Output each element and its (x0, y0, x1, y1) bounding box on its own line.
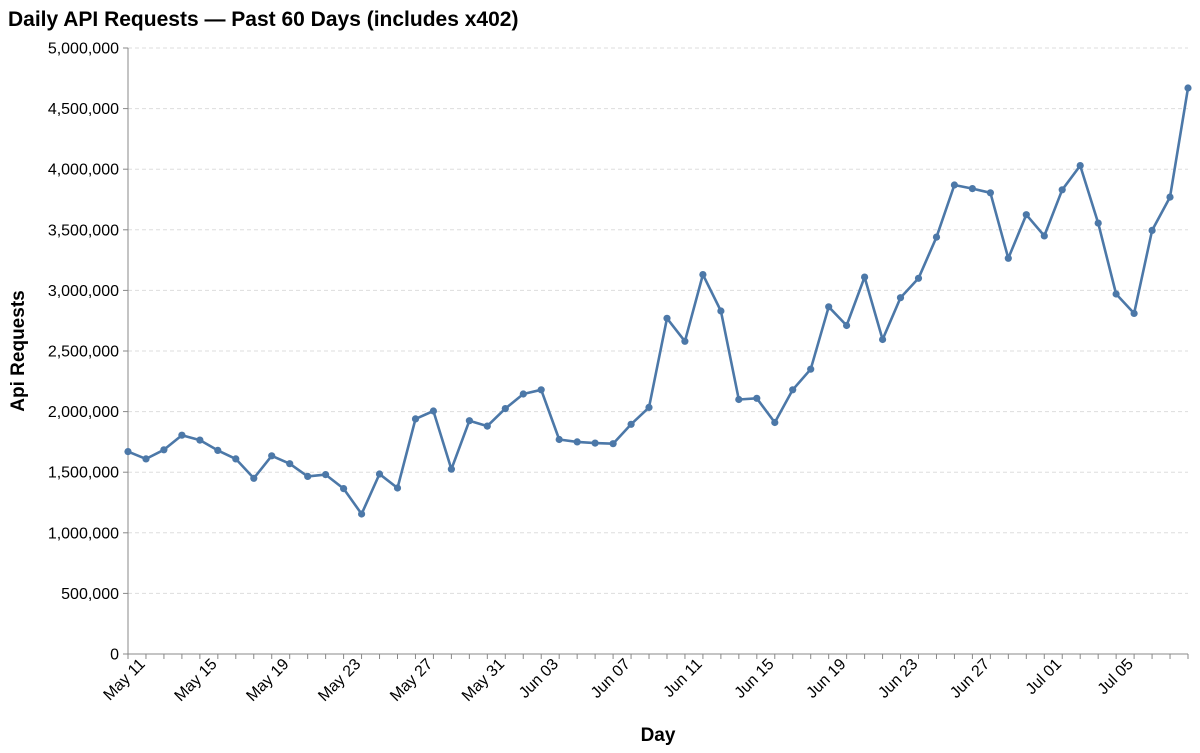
data-point (483, 422, 491, 430)
data-point (753, 394, 761, 402)
data-point (1094, 219, 1102, 227)
x-tick-label: Jun 15 (732, 656, 778, 702)
y-tick-label: 0 (110, 647, 119, 664)
x-tick-label: May 31 (459, 656, 508, 705)
data-point (663, 314, 671, 322)
x-axis-title: Day (641, 725, 676, 746)
data-point (160, 446, 168, 454)
data-point (411, 415, 420, 423)
x-tick-label: Jun 11 (661, 656, 706, 701)
data-point (447, 465, 455, 473)
data-point (932, 233, 941, 241)
data-point (591, 439, 599, 447)
x-tick-label: Jun 27 (947, 656, 993, 702)
data-point (914, 274, 923, 282)
y-tick-label: 3,500,000 (48, 222, 119, 239)
data-point (340, 485, 348, 493)
data-point (142, 455, 150, 463)
data-point (465, 417, 473, 425)
data-point (627, 420, 635, 428)
data-point (322, 471, 330, 479)
data-point (573, 438, 581, 446)
data-point (968, 185, 977, 193)
data-point (124, 448, 132, 456)
series-line (127, 87, 1190, 516)
data-point (717, 307, 725, 315)
x-tick-label: May 27 (387, 656, 436, 705)
y-tick-label: 4,500,000 (48, 101, 119, 118)
y-axis: 0 500,000 1,000,000 1,500,000 2,000,000 2,500… (48, 41, 129, 664)
y-tick-label: 4,000,000 (48, 162, 119, 179)
data-point (286, 460, 294, 468)
data-point (1022, 211, 1030, 219)
series-requests (124, 84, 1192, 518)
data-point (645, 403, 653, 411)
data-point (879, 335, 887, 344)
data-point (1058, 186, 1066, 194)
x-tick-label: Jul 05 (1095, 656, 1137, 698)
y-tick-label: 2,000,000 (48, 404, 119, 421)
x-tick-label: May 23 (315, 656, 364, 705)
data-point (735, 395, 743, 404)
x-axis: May 11 May 15 May 19 May 23 May 27 May 31 Jun … (101, 653, 1189, 705)
data-point (196, 436, 204, 444)
x-tick-label: May 11 (101, 656, 149, 704)
data-point (501, 405, 509, 413)
x-tick-label: Jun 23 (875, 656, 921, 702)
x-tick-label: Jun 07 (588, 656, 634, 702)
data-point (555, 435, 563, 444)
data-point (861, 273, 869, 281)
y-tick-label: 5,000,000 (48, 41, 119, 58)
data-point (1184, 84, 1192, 92)
data-point (1040, 232, 1048, 240)
data-point (250, 474, 258, 482)
data-point (986, 189, 995, 197)
x-tick-label: May 19 (243, 656, 292, 705)
data-point (1130, 309, 1138, 317)
chart-title: Daily API Requests — Past 60 Days (inclu… (8, 8, 518, 31)
data-point (825, 303, 833, 311)
data-point (268, 452, 276, 460)
data-point (1148, 226, 1156, 234)
data-point (843, 321, 851, 330)
data-point (896, 294, 905, 302)
data-point (214, 446, 222, 454)
y-tick-label: 2,500,000 (48, 344, 119, 361)
data-point (699, 271, 707, 279)
data-point (537, 386, 545, 394)
y-axis-title: Api Requests (8, 290, 29, 411)
x-tick-label: Jun 19 (803, 656, 849, 702)
data-point (1112, 290, 1120, 298)
data-point (1076, 162, 1084, 170)
data-point (807, 365, 815, 373)
x-tick-label: Jul 01 (1023, 656, 1065, 698)
y-tick-label: 500,000 (61, 586, 119, 603)
data-point (429, 407, 437, 415)
data-point (358, 510, 366, 518)
data-point (375, 470, 384, 478)
y-tick-label: 1,000,000 (48, 525, 119, 542)
data-point (519, 390, 527, 398)
data-point (789, 386, 797, 394)
y-tick-label: 3,000,000 (48, 283, 119, 300)
data-point (393, 484, 402, 492)
data-point (1166, 193, 1174, 201)
data-point (1004, 254, 1012, 262)
data-point (178, 431, 186, 439)
gridlines (128, 47, 1188, 594)
y-tick-label: 1,500,000 (48, 465, 119, 482)
data-point (232, 455, 240, 463)
data-point (304, 472, 312, 480)
x-tick-label: Jun 03 (516, 656, 562, 702)
data-point (609, 440, 617, 448)
data-point (681, 337, 689, 345)
data-point (771, 418, 779, 427)
x-tick-label: May 15 (172, 656, 221, 705)
data-point (950, 181, 959, 189)
